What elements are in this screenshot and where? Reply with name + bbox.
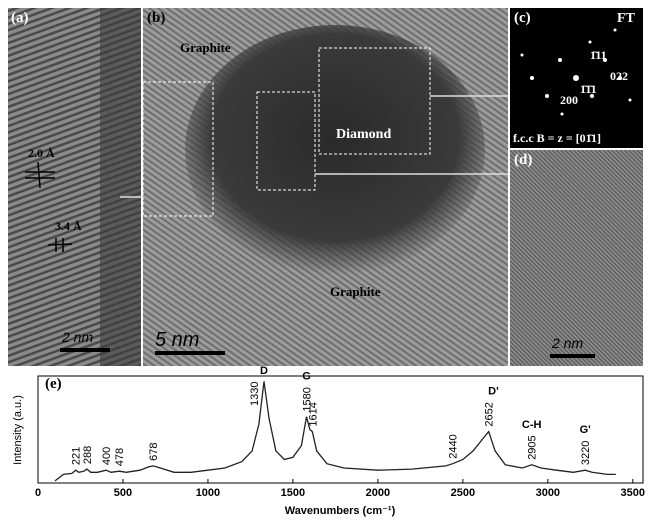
spot-label: 1̄1̄1	[580, 82, 597, 96]
scale-label: 5 nm	[155, 329, 199, 351]
x-tick-label: 1500	[281, 487, 305, 499]
region-label: Graphite	[180, 40, 231, 55]
x-tick-label: 0	[35, 487, 41, 499]
caption: f.c.c B = z = [01̄1]	[513, 131, 601, 145]
figure: (a) 2.0 Å 3.4 Å 2 nm (b) Graphite Diamon…	[0, 0, 651, 521]
image-d	[510, 150, 643, 366]
peak-label: 1330	[249, 382, 261, 406]
chart-background	[8, 368, 643, 488]
region-label: Graphite	[330, 284, 381, 299]
x-tick-label: 500	[114, 487, 132, 499]
image-edge	[100, 8, 141, 366]
panel-title: FT	[617, 11, 636, 26]
region-label: Diamond	[336, 127, 391, 142]
panel-label: (a)	[11, 10, 29, 26]
scale-label: 2 nm	[551, 335, 583, 351]
peak-label: 221	[71, 447, 83, 465]
panel-label: (e)	[45, 376, 62, 392]
x-tick-label: 3500	[621, 487, 645, 499]
peak-label: 2440	[448, 434, 460, 458]
spot-label: 022	[610, 69, 628, 83]
x-axis-title: Wavenumbers (cm⁻¹)	[285, 505, 396, 517]
spot-label: 1̄11	[590, 48, 607, 62]
panel-label: (d)	[514, 152, 532, 168]
x-tick-label: 3000	[536, 487, 560, 499]
peak-label: 1614	[307, 402, 319, 426]
spot-label: 200	[560, 93, 578, 107]
peak-label: 400	[101, 447, 113, 465]
x-tick-label: 1000	[196, 487, 220, 499]
peak-label: 288	[82, 446, 94, 464]
scale-label: 2 nm	[61, 329, 93, 345]
panel-label: (b)	[147, 10, 165, 26]
band-label: D	[260, 365, 268, 377]
diamond-region	[185, 25, 485, 275]
band-label: C-H	[522, 419, 542, 431]
annotation: 2.0 Å	[28, 146, 55, 160]
panel-label: (c)	[514, 10, 531, 26]
band-label: G'	[580, 424, 592, 436]
x-tick-label: 2000	[366, 487, 390, 499]
peak-label: 678	[148, 443, 160, 461]
peak-label: 2905	[527, 435, 539, 459]
peak-label: 2652	[484, 402, 496, 426]
band-label: G	[302, 371, 311, 383]
y-axis-title: Intensity (a.u.)	[12, 395, 24, 465]
band-label: D'	[488, 386, 499, 398]
peak-label: 3220	[580, 441, 592, 465]
peak-label: 478	[114, 448, 126, 466]
marker	[48, 244, 72, 245]
annotation: 3.4 Å	[55, 219, 82, 233]
x-tick-label: 2500	[451, 487, 475, 499]
